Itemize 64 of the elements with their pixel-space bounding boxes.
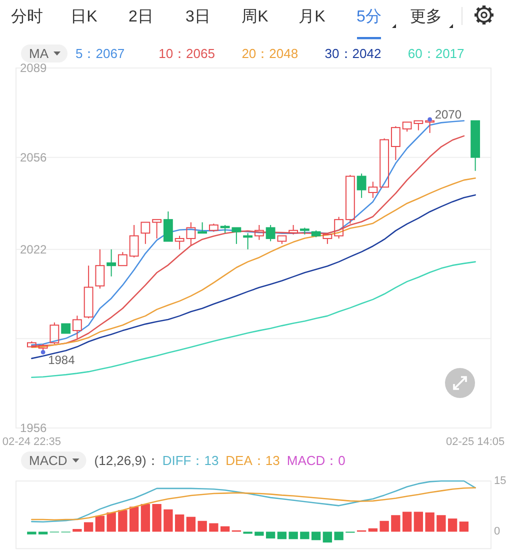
bar [140, 504, 150, 532]
line-series [31, 487, 476, 521]
text: 5：2067 [76, 46, 125, 61]
bar [106, 512, 116, 532]
legend-title: MACD [29, 453, 68, 468]
x-tick-label: 02-25 14:05 [446, 436, 505, 448]
line-series [31, 261, 476, 378]
bar [209, 523, 218, 532]
text: 5分 [356, 8, 382, 26]
text: 周K [242, 8, 269, 26]
bar [391, 515, 400, 532]
bar [334, 532, 344, 540]
text: MACD：0 [286, 453, 346, 468]
text: 2日 [128, 8, 154, 26]
bar [27, 532, 36, 534]
chart-title: (12,26,9)： [94, 453, 160, 468]
bar [277, 532, 287, 540]
annotation: 2070 [434, 107, 462, 122]
bar [322, 532, 332, 543]
y-tick-label: 1956 [20, 421, 48, 435]
text: 更多 [410, 8, 442, 26]
text: 20：2048 [242, 46, 298, 61]
line-series [31, 480, 476, 523]
bar [164, 509, 173, 532]
series-label: DIFF：13 [162, 453, 219, 468]
bar [448, 518, 458, 532]
y-tick-label: 0 [494, 526, 500, 538]
bar [152, 504, 162, 532]
legend-title: MA [29, 46, 49, 61]
bar [84, 522, 94, 532]
text: 3日 [186, 8, 210, 26]
bar [311, 532, 321, 540]
bar [425, 512, 434, 532]
text: 10：2065 [158, 46, 215, 61]
bar [288, 532, 298, 540]
bar [459, 522, 469, 532]
bar [266, 532, 276, 538]
annotation: 1984 [48, 353, 76, 368]
y-tick-label: 2089 [20, 61, 48, 75]
bar [72, 528, 82, 532]
bar [380, 520, 389, 532]
x-tick-label: 02-24 22:35 [2, 436, 62, 448]
y-tick-label: 2022 [20, 242, 48, 256]
bar [198, 520, 207, 532]
text: 60：2017 [408, 46, 464, 61]
bar [436, 515, 446, 532]
bar [38, 532, 48, 534]
text: 月K [298, 8, 326, 26]
bar [220, 526, 230, 532]
bar [118, 510, 128, 532]
text: 分时 [11, 8, 43, 26]
bar [174, 514, 184, 532]
bar [254, 532, 264, 536]
bar [300, 532, 310, 540]
y-tick-label: 15 [494, 475, 506, 487]
bar [95, 516, 105, 532]
y-tick-label: 2056 [20, 150, 48, 164]
bar [402, 512, 412, 532]
text: 30：2042 [324, 46, 382, 61]
bar [186, 516, 196, 532]
series-label: DEA：13 [226, 453, 280, 468]
bar [129, 506, 139, 532]
text: 日K [70, 8, 98, 26]
bar [414, 512, 424, 532]
